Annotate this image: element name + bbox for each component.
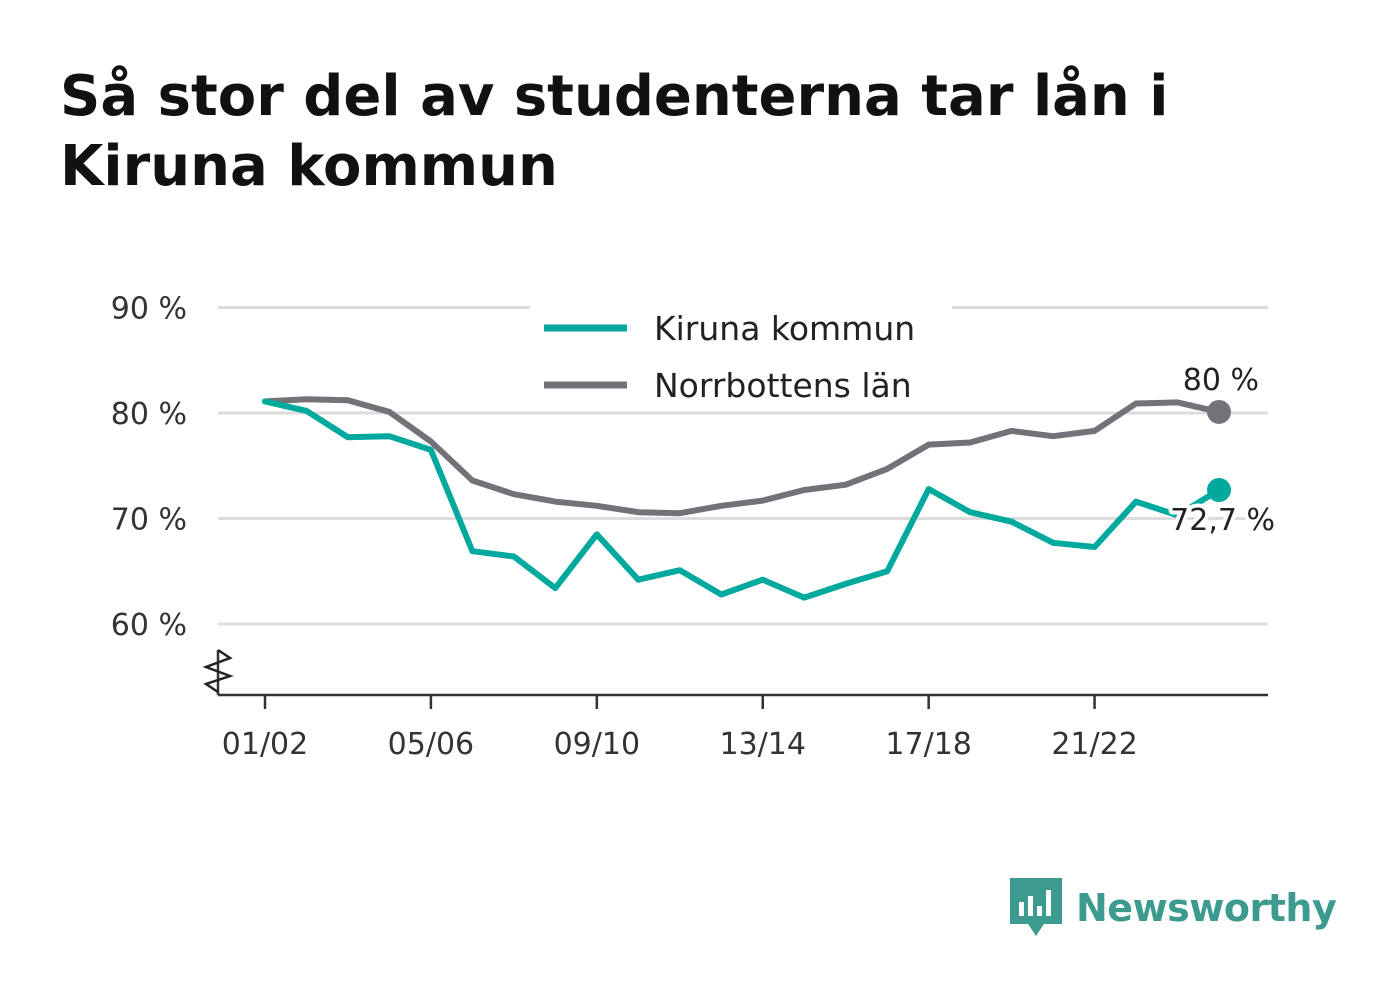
end-point-norrbotten (1207, 399, 1231, 424)
brand-logo: Newsworthy (1010, 878, 1337, 938)
chart-title: Så stor del av studenterna tar lån i Kir… (60, 64, 1169, 199)
x-tick-label: 17/18 (885, 727, 971, 762)
y-tick-label: 90 % (111, 292, 187, 327)
brand-name: Newsworthy (1076, 886, 1337, 930)
end-label-kiruna: 72,7 % (1170, 503, 1275, 538)
x-tick-label: 01/02 (222, 727, 308, 762)
end-label-norrbotten: 80 % (1183, 363, 1259, 398)
legend-label-kiruna: Kiruna kommun (654, 309, 915, 348)
end-labels: 80 % 72,7 % (1166, 363, 1279, 542)
newsworthy-logo-icon (1010, 878, 1062, 936)
y-tick-label: 60 % (111, 608, 187, 643)
legend-label-norrbotten: Norrbottens län (654, 366, 912, 405)
series-lines (262, 396, 1231, 601)
axis-break-icon (202, 648, 234, 694)
legend: Kiruna kommun Norrbottens län (530, 300, 952, 410)
series-line-norrbotten (262, 396, 1222, 517)
x-tick-label: 21/22 (1051, 727, 1137, 762)
x-tick-label: 13/14 (720, 727, 806, 762)
x-tick-label: 09/10 (554, 727, 640, 762)
x-tick-label: 05/06 (388, 727, 474, 762)
y-tick-label: 80 % (111, 397, 187, 432)
series-line-kiruna (262, 398, 1222, 601)
end-point-kiruna (1207, 478, 1231, 503)
legend-box (530, 300, 952, 410)
axes: 60 % 70 % 80 % 90 % 01/02 05/06 09/10 13/14 17/1… (111, 292, 1268, 762)
y-tick-label: 70 % (111, 503, 187, 538)
